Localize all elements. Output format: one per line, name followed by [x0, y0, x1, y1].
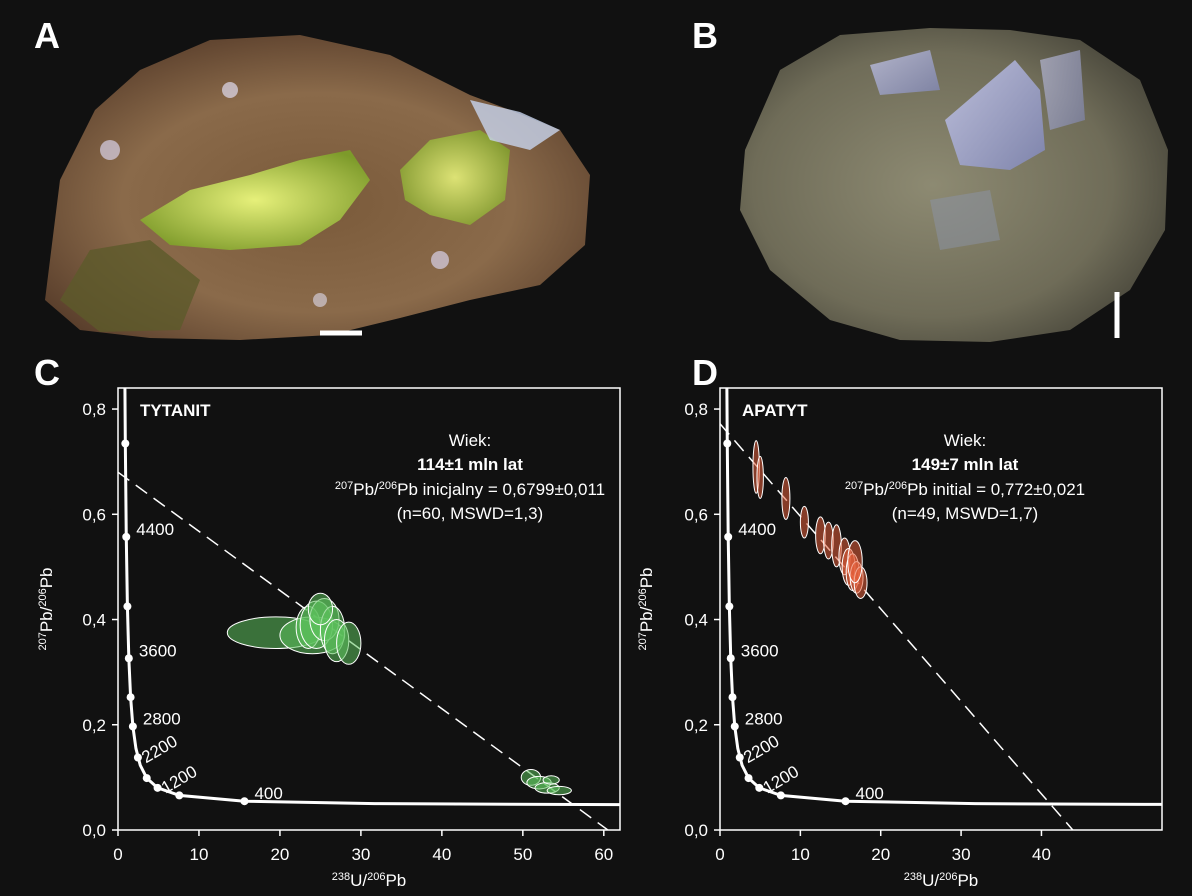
x-tick-label: 40 [1032, 845, 1051, 864]
error-ellipse [547, 786, 571, 794]
age-marker [240, 797, 248, 805]
age-marker [122, 533, 130, 541]
y-axis-label-part: Pb/ [37, 606, 56, 632]
intercept-label-part: Pb inicjalny = 0,6799±0,011 [397, 480, 605, 499]
age-label: 4400 [136, 520, 174, 539]
error-ellipse [308, 593, 332, 625]
intercept-label-part: 206 [379, 480, 397, 492]
age-label: 4400 [738, 520, 776, 539]
age-label: 2800 [745, 709, 783, 728]
age-value: 149±7 mln lat [912, 455, 1019, 474]
error-ellipse [757, 456, 763, 498]
age-marker [121, 440, 129, 448]
age-marker [723, 440, 731, 448]
y-axis-label-part: Pb/ [637, 606, 656, 632]
intercept-label: 207Pb/206Pb initial = 0,772±0,021 [845, 480, 1085, 499]
age-marker [129, 722, 137, 730]
y-axis-label-part: 207 [37, 632, 49, 650]
y-tick-label: 0,2 [82, 716, 106, 735]
x-tick-label: 20 [270, 845, 289, 864]
error-ellipse [800, 506, 808, 538]
x-tick-label: 10 [791, 845, 810, 864]
age-label: 2800 [143, 709, 181, 728]
y-tick-label: 0,0 [684, 821, 708, 840]
age-marker [729, 693, 737, 701]
intercept-label-part: 207 [335, 480, 353, 492]
x-axis-label-part: U/ [350, 871, 367, 890]
age-marker [727, 654, 735, 662]
y-tick-label: 0,6 [684, 505, 708, 524]
age-heading: Wiek: [944, 431, 987, 450]
intercept-label-part: Pb/ [863, 480, 889, 499]
x-tick-label: 0 [113, 845, 122, 864]
x-tick-label: 30 [351, 845, 370, 864]
y-axis-label-part: 206 [37, 588, 49, 606]
y-axis-label-part: 206 [637, 588, 649, 606]
error-ellipse [543, 776, 559, 784]
y-tick-label: 0,4 [82, 611, 106, 630]
age-label: 3600 [139, 641, 177, 660]
x-tick-label: 40 [432, 845, 451, 864]
x-axis-label-part: U/ [922, 871, 939, 890]
x-tick-label: 20 [871, 845, 890, 864]
intercept-label-part: Pb/ [353, 480, 379, 499]
error-ellipse [848, 541, 862, 583]
y-tick-label: 0,2 [684, 716, 708, 735]
x-tick-label: 10 [190, 845, 209, 864]
error-ellipse [782, 477, 790, 519]
x-axis-label-part: Pb [957, 871, 978, 890]
x-tick-label: 60 [594, 845, 613, 864]
stats-label: (n=49, MSWD=1,7) [892, 504, 1038, 523]
intercept-label-part: Pb initial = 0,772±0,021 [907, 480, 1085, 499]
y-tick-label: 0,8 [82, 400, 106, 419]
intercept-label-part: 206 [889, 480, 907, 492]
x-tick-label: 0 [715, 845, 724, 864]
age-marker [143, 774, 151, 782]
age-marker [731, 722, 739, 730]
age-marker [125, 654, 133, 662]
stats-label: (n=60, MSWD=1,3) [397, 504, 543, 523]
age-marker [777, 791, 785, 799]
age-marker [725, 602, 733, 610]
y-tick-label: 0,8 [684, 400, 708, 419]
age-marker [745, 774, 753, 782]
y-tick-label: 0,4 [684, 611, 708, 630]
intercept-label: 207Pb/206Pb inicjalny = 0,6799±0,011 [335, 480, 605, 499]
photo-b [740, 28, 1168, 342]
age-label: 3600 [741, 641, 779, 660]
x-axis-label-part: 238 [332, 871, 350, 883]
panel-label: B [692, 15, 718, 56]
figure: ABCD01020304050600,00,20,40,60,8238U/206… [0, 0, 1192, 896]
x-tick-label: 50 [513, 845, 532, 864]
age-value: 114±1 mln lat [417, 455, 523, 474]
x-axis-label-part: Pb [385, 871, 406, 890]
age-label: 400 [254, 784, 282, 803]
y-tick-label: 0,6 [82, 505, 106, 524]
mineral-label: TYTANIT [140, 401, 211, 420]
x-tick-label: 30 [952, 845, 971, 864]
age-label: 400 [856, 784, 884, 803]
y-axis-label-part: 207 [637, 632, 649, 650]
x-axis-label-part: 238 [904, 871, 922, 883]
age-marker [842, 797, 850, 805]
y-axis-label-part: Pb [637, 567, 656, 588]
age-marker [724, 533, 732, 541]
panel-label: D [692, 352, 718, 393]
age-marker [175, 791, 183, 799]
y-axis-label-part: Pb [37, 567, 56, 588]
x-axis-label-part: 206 [939, 871, 957, 883]
y-tick-label: 0,0 [82, 821, 106, 840]
error-ellipse [337, 622, 361, 664]
mineral-label: APATYT [742, 401, 808, 420]
panel-label: C [34, 352, 60, 393]
age-marker [123, 602, 131, 610]
age-heading: Wiek: [449, 431, 492, 450]
age-marker [127, 693, 135, 701]
x-axis-label-part: 206 [367, 871, 385, 883]
intercept-label-part: 207 [845, 480, 863, 492]
panel-label: A [34, 15, 60, 56]
